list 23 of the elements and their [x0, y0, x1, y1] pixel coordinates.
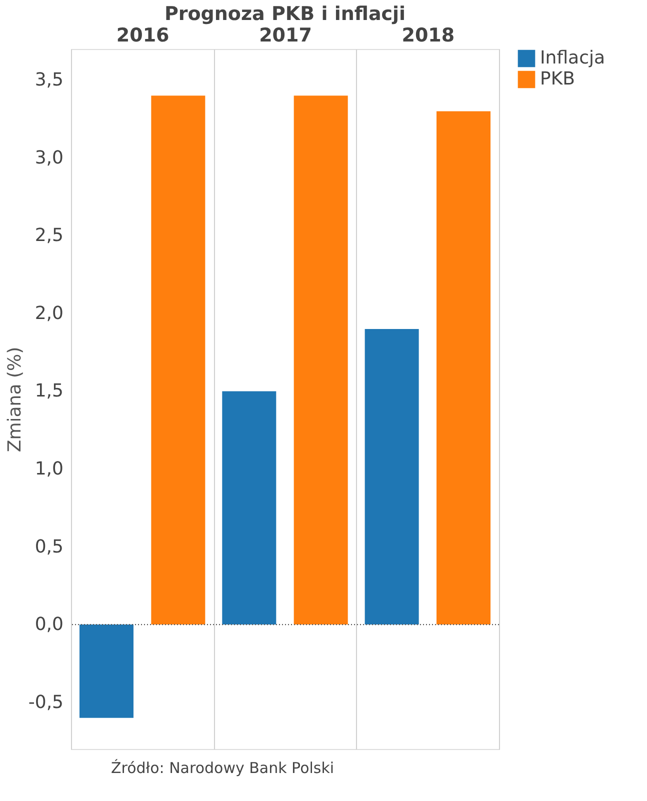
- y-tick-label: 3,0: [34, 147, 64, 168]
- x-tick-label: 2016: [116, 24, 170, 46]
- bar: [436, 111, 491, 625]
- bar: [364, 329, 419, 625]
- bar: [151, 96, 206, 625]
- y-tick-label: 0,0: [34, 614, 64, 636]
- text: Źródło: Narodowy Bank Polski: [111, 759, 334, 777]
- y-tick-label: 1,5: [34, 380, 64, 402]
- y-tick-label: 0,5: [34, 536, 64, 558]
- y-tick-label: 3,5: [34, 70, 64, 91]
- y-tick-label: 2,5: [34, 225, 64, 246]
- y-tick-label: 1,0: [34, 458, 64, 480]
- bar: [79, 624, 134, 718]
- y-axis-title: Zmiana (%): [4, 346, 26, 452]
- x-tick-label: 2017: [259, 24, 312, 46]
- x-tick-label: 2018: [402, 24, 455, 46]
- bar: [222, 391, 276, 625]
- chart-title: Prognoza PKB i inflacji: [164, 3, 406, 25]
- legend-label: PKB: [540, 68, 576, 90]
- y-tick-label: 2,0: [34, 302, 64, 324]
- legend-label: Inflacja: [540, 48, 606, 68]
- bar: [294, 96, 348, 625]
- y-tick-label: -0,5: [28, 692, 64, 713]
